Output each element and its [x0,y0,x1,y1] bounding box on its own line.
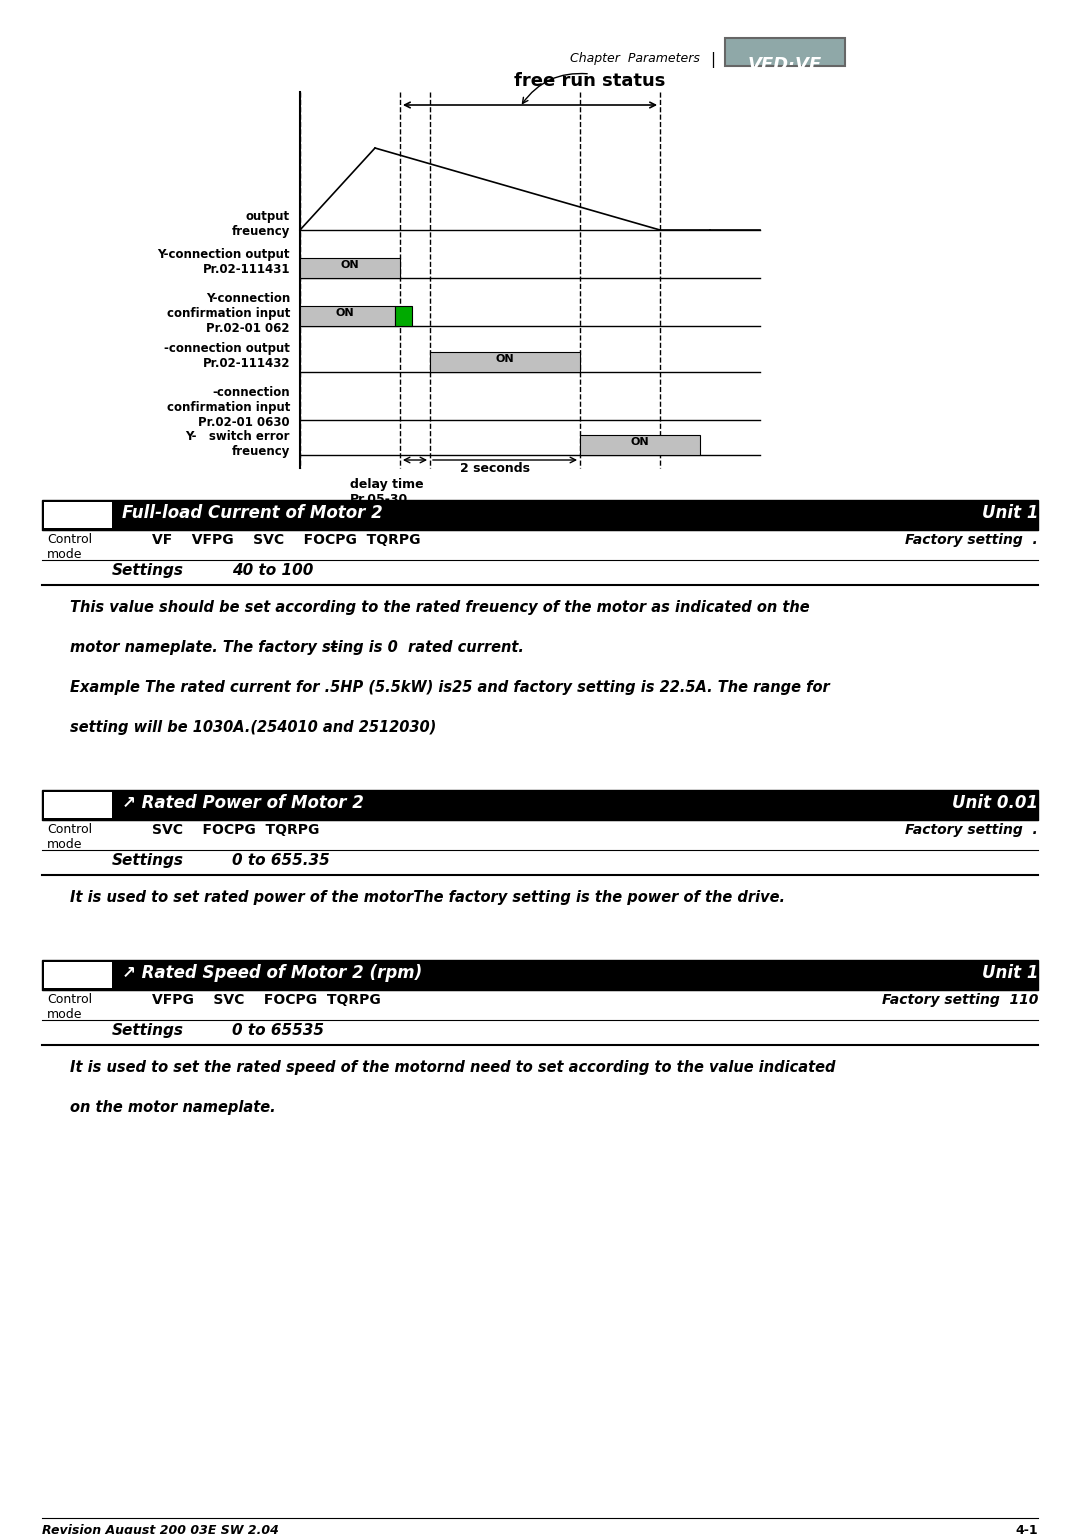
Text: Full-load Current of Motor 2: Full-load Current of Motor 2 [122,505,382,522]
Bar [430,351,580,373]
Bar [44,962,112,988]
Bar [42,960,1038,989]
Text: Unit 0.01: Unit 0.01 [951,795,1038,811]
Text: 0 to 65535: 0 to 65535 [232,1023,324,1039]
Text: Settings: Settings [112,563,184,578]
Text: motor nameplate. The factory sŧing is 0  rated current.: motor nameplate. The factory sŧing is 0 … [70,640,524,655]
Text: output
freuency: output freuency [231,210,291,238]
Text: This value should be set according to the rated freuency of the motor as indicat: This value should be set according to th… [70,600,810,615]
Text: |: | [710,52,715,67]
Text: 05-13: 05-13 [54,505,103,518]
Text: ON: ON [340,259,360,270]
Bar [395,305,411,327]
Text: delay time
Pr.05-30: delay time Pr.05-30 [350,479,423,506]
Text: 40 to 100: 40 to 100 [232,563,313,578]
Text: Y-   switch error
freuency: Y- switch error freuency [186,430,291,459]
Text: Settings: Settings [112,853,184,868]
Bar [42,790,1038,821]
Text: ↗ Rated Speed of Motor 2 (rpm): ↗ Rated Speed of Motor 2 (rpm) [122,963,422,982]
Text: Factory setting  110: Factory setting 110 [881,992,1038,1006]
Text: It is used to set the rated speed of the motornd need to set according to the va: It is used to set the rated speed of the… [70,1060,836,1075]
Text: 2 seconds: 2 seconds [460,462,530,476]
Text: Chapter  Parameters: Chapter Parameters [570,52,700,64]
Text: VFPG    SVC    FOCPG  TQRPG: VFPG SVC FOCPG TQRPG [152,992,381,1006]
Bar [42,500,1038,531]
Text: Example The rated current for .5HP (5.5kW) is25 and factory setting is 22.5A. Th: Example The rated current for .5HP (5.5k… [70,680,829,695]
Bar [300,305,395,327]
Bar [580,436,700,456]
Text: 4-1: 4-1 [1015,1523,1038,1534]
Text: setting will be 1030A.(254010 and 2512030): setting will be 1030A.(254010 and 251203… [70,719,436,735]
Text: Unit 1: Unit 1 [982,963,1038,982]
Text: Control
mode: Control mode [48,992,92,1022]
Text: Control
mode: Control mode [48,824,92,851]
Text: Revision August 200 03E SW 2.04: Revision August 200 03E SW 2.04 [42,1523,279,1534]
Text: ↗ Rated Power of Motor 2: ↗ Rated Power of Motor 2 [122,795,364,811]
Text: VFD·VE: VFD·VE [748,57,822,74]
Text: Factory setting  .: Factory setting . [905,532,1038,548]
Text: -connection output
Pr.02-111432: -connection output Pr.02-111432 [164,342,291,370]
Text: SVC    FOCPG  TQRPG: SVC FOCPG TQRPG [152,824,320,838]
Text: Control
mode: Control mode [48,532,92,561]
Text: It is used to set rated power of the motorThe factory setting is the power of th: It is used to set rated power of the mot… [70,890,785,905]
Text: ON: ON [336,308,354,318]
Bar [44,502,112,528]
Text: ON: ON [496,354,514,364]
Bar [44,792,112,818]
Bar [725,38,845,66]
Text: free run status: free run status [514,72,665,91]
Text: 0 to 655.35: 0 to 655.35 [232,853,329,868]
Text: 05-15: 05-15 [54,963,103,979]
Text: -connection
confirmation input
Pr.02-01 0630: -connection confirmation input Pr.02-01 … [166,387,291,430]
Text: ON: ON [631,437,649,446]
Text: on the motor nameplate.: on the motor nameplate. [70,1100,275,1115]
Text: VF    VFPG    SVC    FOCPG  TQRPG: VF VFPG SVC FOCPG TQRPG [152,532,420,548]
Text: Unit 1: Unit 1 [982,505,1038,522]
Text: 05-14: 05-14 [54,795,103,808]
Text: Factory setting  .: Factory setting . [905,824,1038,838]
Text: Y-connection
confirmation input
Pr.02-01 062: Y-connection confirmation input Pr.02-01… [166,291,291,334]
Bar [300,258,400,278]
Text: Y-connection output
Pr.02-111431: Y-connection output Pr.02-111431 [158,249,291,276]
Text: Settings: Settings [112,1023,184,1039]
